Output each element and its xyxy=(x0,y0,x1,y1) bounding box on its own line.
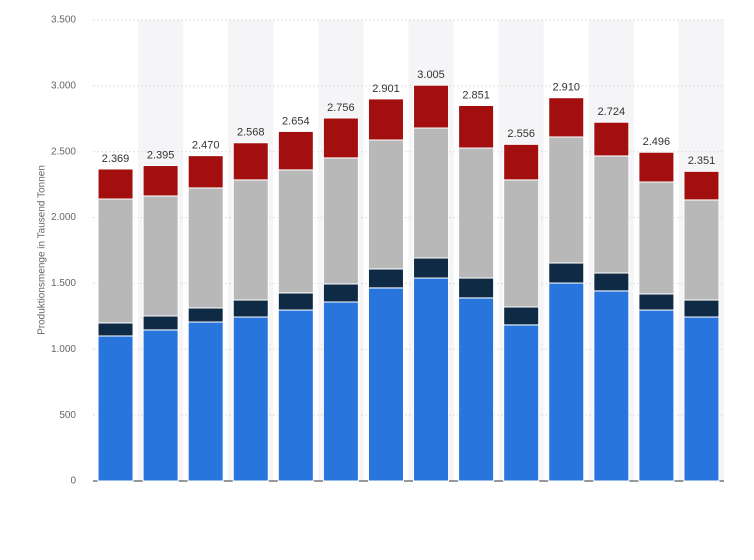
y-axis-label: Produktionsmenge in Tausend Tonnen xyxy=(37,165,48,335)
bar-segment xyxy=(322,283,359,303)
y-tick-label: 3.500 xyxy=(51,15,76,26)
bar-segment xyxy=(187,321,224,482)
bar-segment xyxy=(232,316,269,482)
bar-segment xyxy=(548,136,585,264)
total-label: 2.901 xyxy=(372,83,400,95)
bar-segment xyxy=(232,299,269,318)
bar-segment xyxy=(277,292,314,311)
total-label: 2.496 xyxy=(643,136,671,148)
bar-segment xyxy=(638,151,675,183)
bar-segment xyxy=(367,98,404,141)
bar-segment xyxy=(97,168,134,200)
bar-segment xyxy=(683,170,720,201)
bar-segment xyxy=(503,324,540,482)
y-tick-label: 3.000 xyxy=(51,80,76,91)
bar-segment xyxy=(187,187,224,309)
total-label: 2.724 xyxy=(598,106,626,118)
bar-segment xyxy=(638,293,675,311)
bar-segment xyxy=(367,139,404,270)
bar-segment xyxy=(187,155,224,189)
total-label: 2.470 xyxy=(192,140,220,152)
bar-segment xyxy=(638,181,675,295)
bar-segment xyxy=(322,117,359,159)
bar-segment xyxy=(683,299,720,318)
y-tick-label: 1.000 xyxy=(51,344,76,355)
total-label: 2.556 xyxy=(507,128,535,140)
bar-segment xyxy=(277,130,314,171)
bar-segment xyxy=(413,84,450,129)
bar-segment xyxy=(593,121,630,157)
bar-segment xyxy=(142,329,179,482)
y-tick-label: 0 xyxy=(70,476,76,487)
bar-segment xyxy=(458,104,495,149)
bar-segment xyxy=(413,257,450,279)
y-tick-label: 2.500 xyxy=(51,146,76,157)
bar-segment xyxy=(593,290,630,482)
bar-segment xyxy=(593,272,630,292)
bar-segment xyxy=(458,297,495,482)
bar-segment xyxy=(322,157,359,285)
bar-segment xyxy=(232,179,269,301)
bar-segment xyxy=(277,169,314,294)
bar-segment xyxy=(97,335,134,482)
bar-segment xyxy=(142,195,179,317)
bar-segment xyxy=(367,287,404,482)
bar-segment xyxy=(367,268,404,289)
y-tick-label: 1.500 xyxy=(51,278,76,289)
bar-segment xyxy=(683,199,720,301)
total-label: 2.568 xyxy=(237,127,265,139)
total-label: 2.395 xyxy=(147,149,175,161)
y-tick-label: 2.000 xyxy=(51,212,76,223)
bar-segment xyxy=(277,309,314,482)
bar-segment xyxy=(548,282,585,482)
total-label: 2.351 xyxy=(688,155,716,167)
bar-segment xyxy=(548,262,585,284)
bar-segment xyxy=(322,301,359,482)
bar-segment xyxy=(97,322,134,337)
bar-segment xyxy=(142,315,179,331)
total-label: 2.369 xyxy=(102,153,130,165)
bar-segment xyxy=(187,307,224,323)
bar-segment xyxy=(232,142,269,181)
bar-segment xyxy=(503,306,540,326)
bar-segment xyxy=(503,143,540,181)
bar-segment xyxy=(97,198,134,324)
bar-segment xyxy=(458,147,495,279)
bar-segment xyxy=(142,165,179,197)
total-label: 2.851 xyxy=(462,89,490,101)
bar-segment xyxy=(593,155,630,274)
total-label: 2.654 xyxy=(282,115,310,127)
bar-segment xyxy=(413,277,450,482)
total-label: 2.910 xyxy=(552,82,580,94)
y-tick-label: 500 xyxy=(59,410,76,421)
bar-segment xyxy=(683,316,720,482)
bar-segment xyxy=(503,179,540,308)
bar-segment xyxy=(413,127,450,259)
total-label: 2.756 xyxy=(327,102,355,114)
bar-segment xyxy=(458,277,495,299)
bar-segment xyxy=(638,309,675,482)
total-label: 3.005 xyxy=(417,69,445,81)
bar-segment xyxy=(548,97,585,138)
